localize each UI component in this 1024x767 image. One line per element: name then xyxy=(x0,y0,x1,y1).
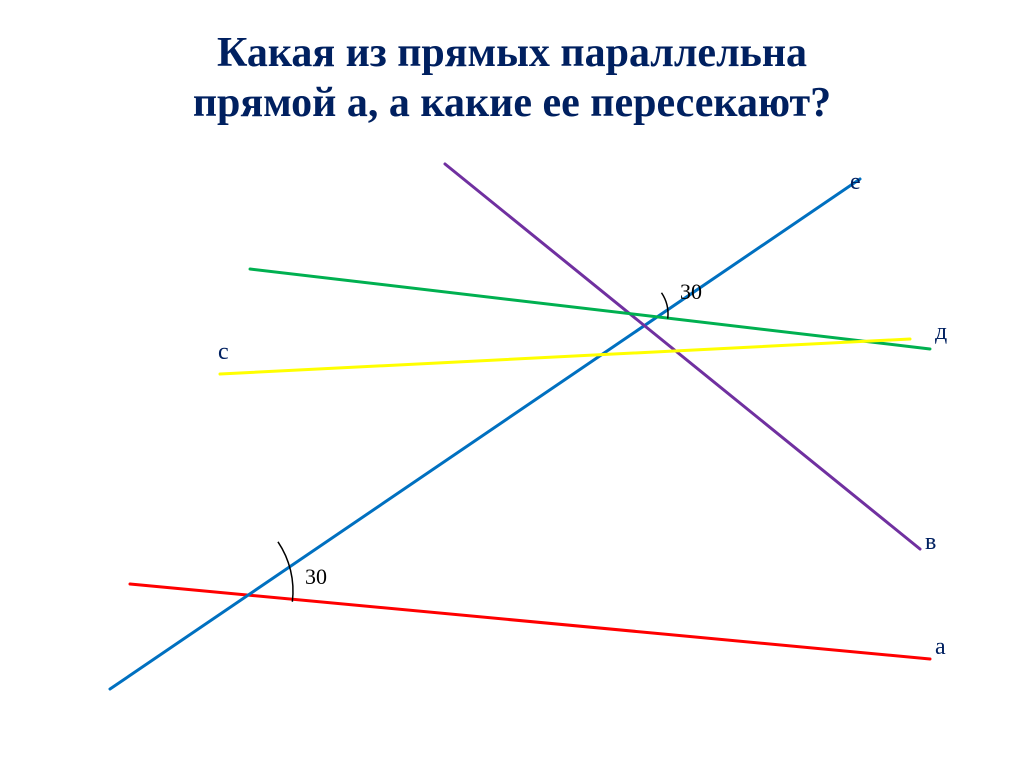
line-e xyxy=(110,179,860,689)
label-v: в xyxy=(925,529,936,556)
label-e: е xyxy=(850,169,861,196)
label-c: с xyxy=(218,339,229,366)
label-d: д xyxy=(935,319,947,346)
title-line-2: прямой а, а какие ее пересекают? xyxy=(0,78,1024,128)
angle-top-val: 30 xyxy=(680,279,702,305)
lines-svg xyxy=(0,129,1024,749)
line-v xyxy=(445,164,920,549)
angle-bot-val: 30 xyxy=(305,564,327,590)
label-a: а xyxy=(935,634,946,661)
line-c xyxy=(220,339,910,374)
title-line-1: Какая из прямых параллельна xyxy=(0,28,1024,78)
slide-title: Какая из прямых параллельна прямой а, а … xyxy=(0,0,1024,129)
geometry-diagram: е д с в а 30 30 xyxy=(0,129,1024,749)
